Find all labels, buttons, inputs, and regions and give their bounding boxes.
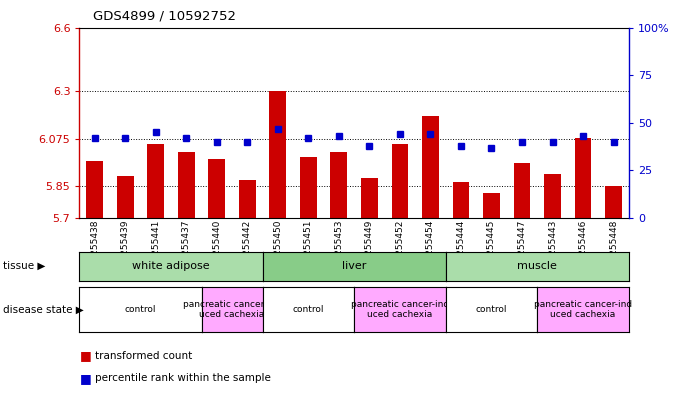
Bar — [392, 144, 408, 218]
Bar — [575, 138, 591, 218]
Text: muscle: muscle — [518, 261, 557, 271]
Text: GDS4899 / 10592752: GDS4899 / 10592752 — [93, 10, 236, 23]
Text: transformed count: transformed count — [95, 351, 192, 361]
Bar — [239, 180, 256, 218]
Bar — [300, 157, 316, 218]
Bar — [422, 116, 439, 218]
Bar — [269, 91, 286, 218]
Bar — [117, 176, 133, 218]
Text: control: control — [292, 305, 324, 314]
Text: pancreatic cancer-ind
uced cachexia: pancreatic cancer-ind uced cachexia — [534, 300, 632, 319]
Bar — [483, 193, 500, 218]
Text: ■: ■ — [79, 371, 91, 385]
Bar — [361, 178, 378, 218]
Bar — [544, 174, 561, 218]
Text: pancreatic cancer-ind
uced cachexia: pancreatic cancer-ind uced cachexia — [183, 300, 281, 319]
Text: control: control — [475, 305, 507, 314]
Text: control: control — [125, 305, 156, 314]
Bar — [605, 186, 622, 218]
Bar — [86, 161, 103, 218]
Bar — [178, 152, 195, 218]
Text: percentile rank within the sample: percentile rank within the sample — [95, 373, 271, 383]
Text: disease state ▶: disease state ▶ — [3, 305, 84, 314]
Bar — [330, 152, 348, 218]
Text: white adipose: white adipose — [132, 261, 210, 271]
Bar — [453, 182, 469, 218]
Bar — [513, 163, 531, 218]
Text: tissue ▶: tissue ▶ — [3, 261, 46, 271]
Text: liver: liver — [342, 261, 366, 271]
Text: ■: ■ — [79, 349, 91, 362]
Text: pancreatic cancer-ind
uced cachexia: pancreatic cancer-ind uced cachexia — [351, 300, 449, 319]
Bar — [147, 144, 164, 218]
Bar — [209, 159, 225, 218]
